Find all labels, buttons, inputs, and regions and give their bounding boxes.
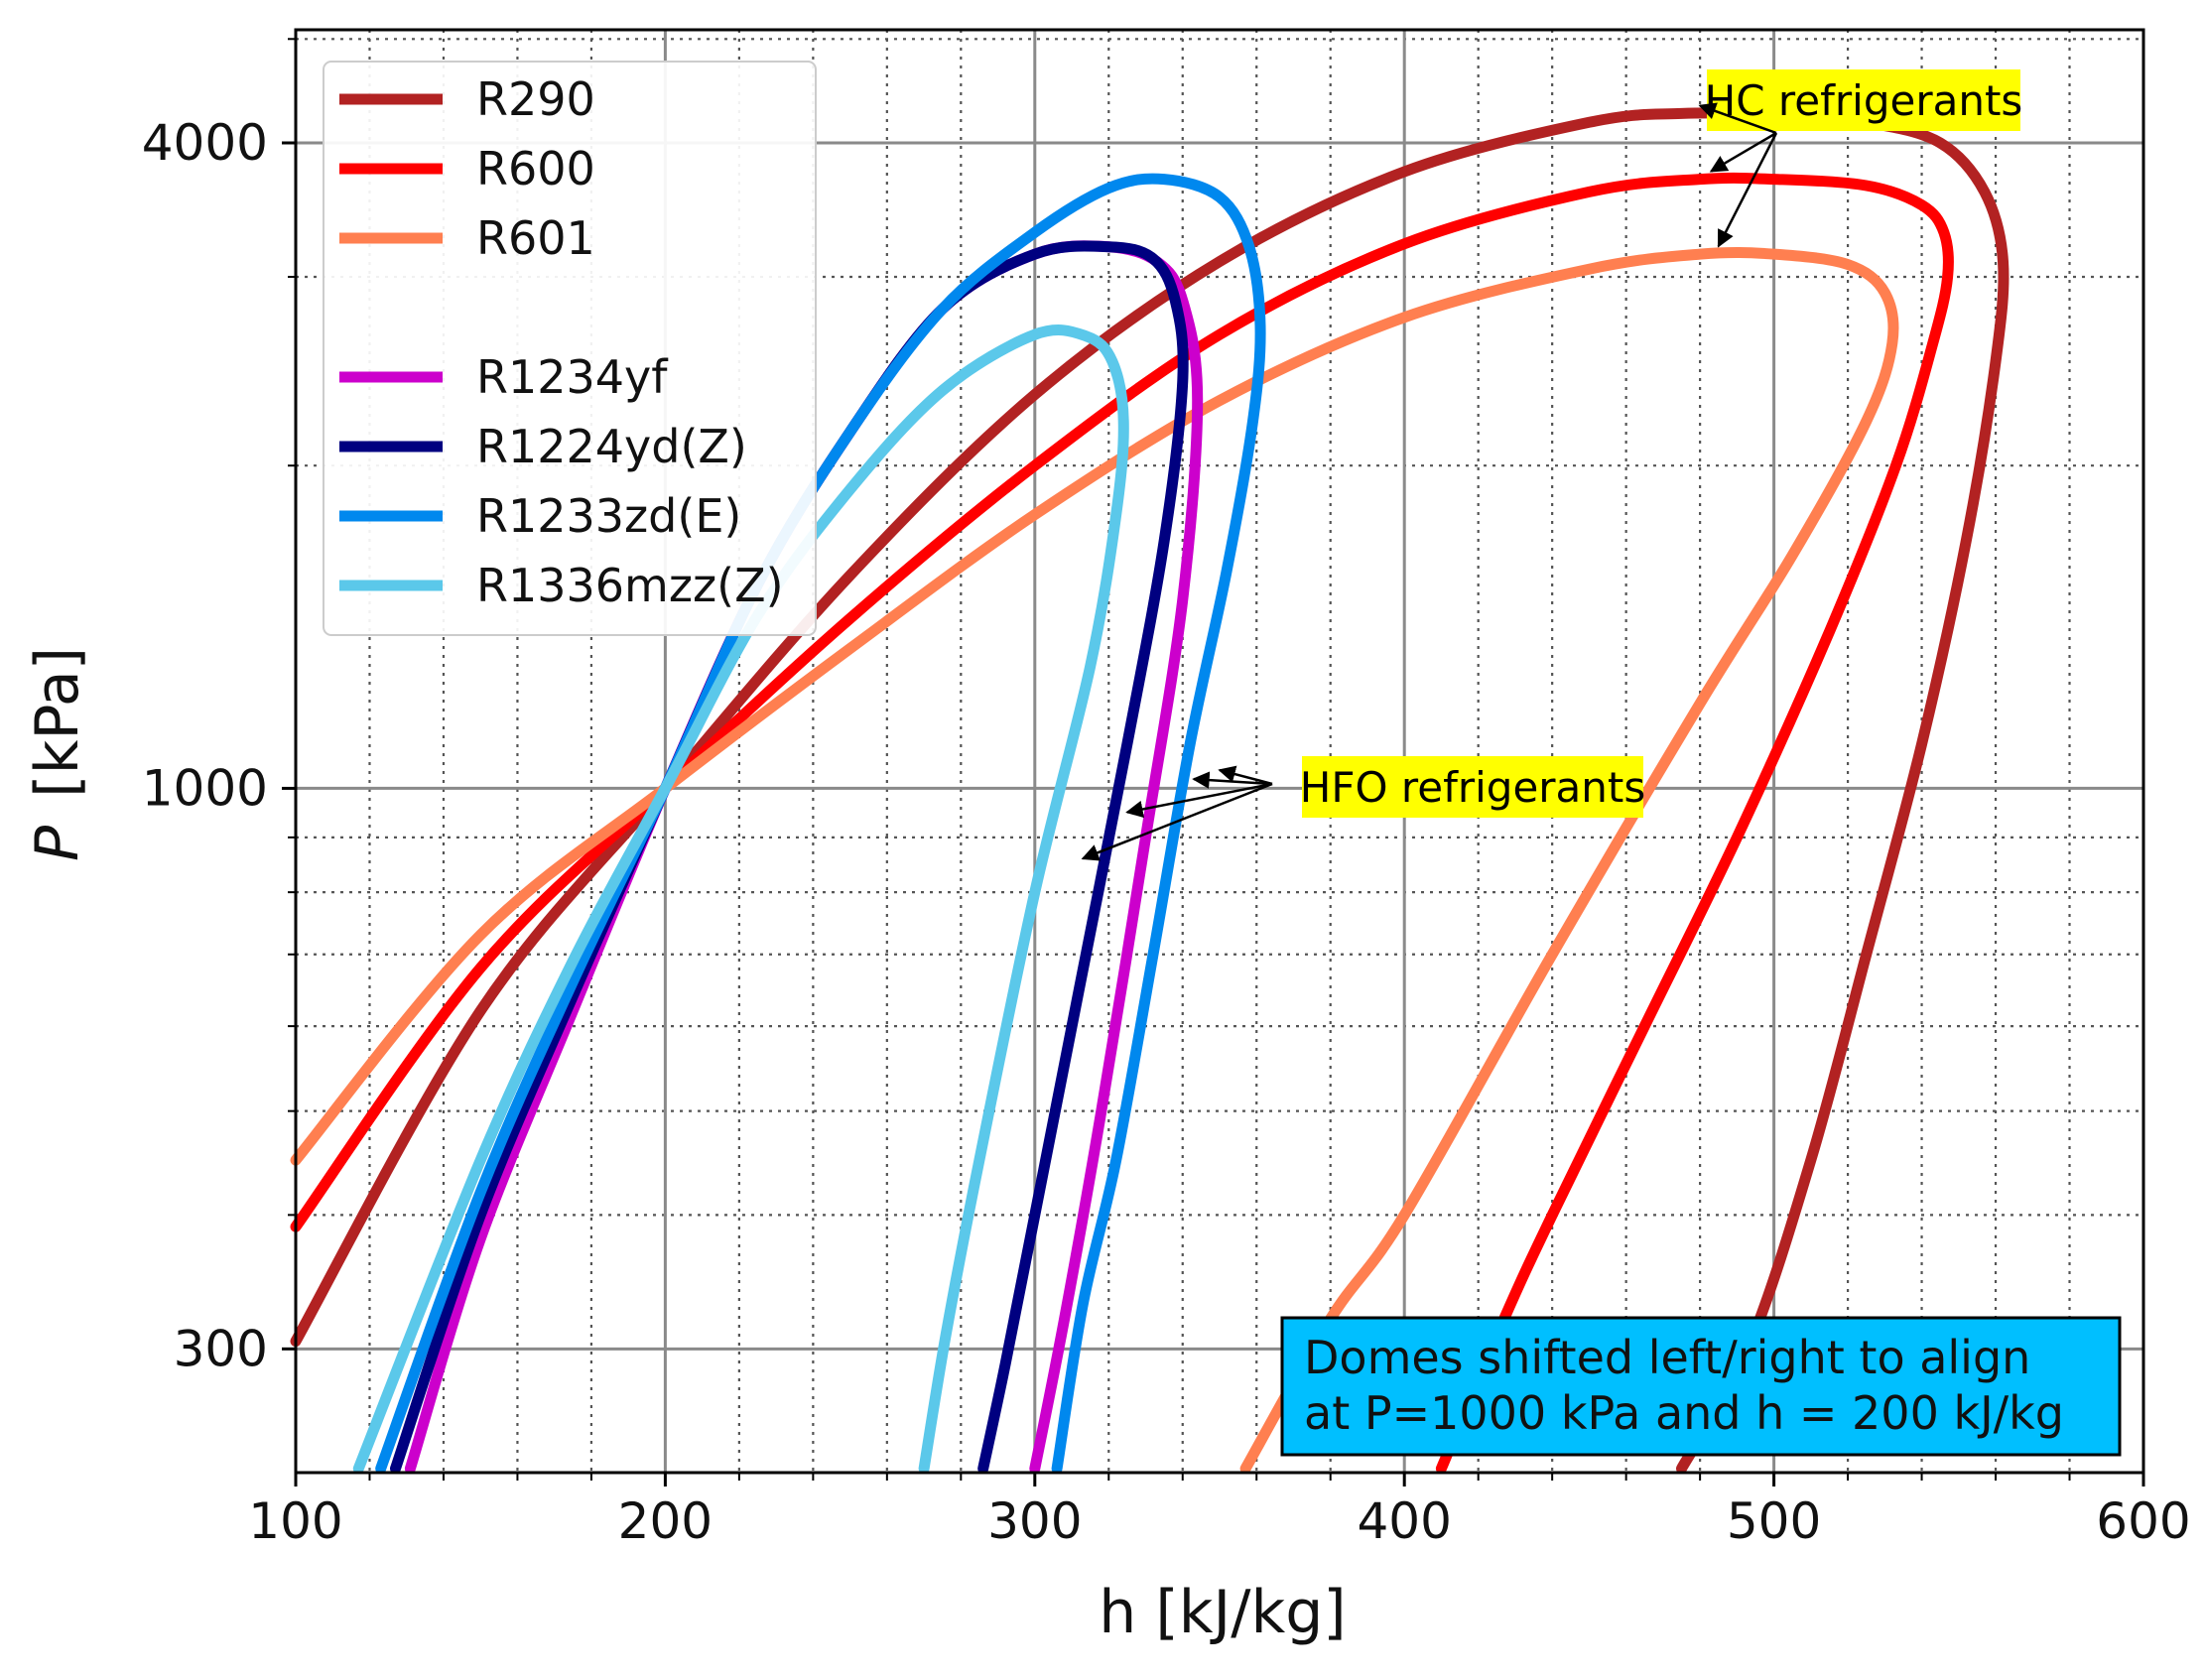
hfo-arrow — [1192, 771, 1273, 789]
y-tick-label: 4000 — [142, 114, 268, 172]
y-axis-title-symbol: P — [23, 825, 92, 861]
legend-label: R1233zd(E) — [476, 489, 741, 543]
legend-box — [323, 61, 817, 636]
hfo-arrow — [1125, 782, 1273, 819]
y-tick-label: 1000 — [142, 759, 268, 817]
legend-label: R1224yd(Z) — [476, 420, 747, 473]
note-box-line: Domes shifted left/right to align — [1304, 1331, 2030, 1384]
y-tick-label: 300 — [174, 1320, 268, 1377]
annotations: HC refrigerants HFO refrigerants Domes shi… — [1081, 69, 2122, 1457]
tick-marks — [282, 38, 2145, 1486]
hc-label-background — [1707, 69, 2020, 131]
hfo-label-background — [1302, 756, 1643, 818]
legend-label: R601 — [476, 211, 595, 265]
x-tick-label: 300 — [987, 1492, 1082, 1550]
hfo-arrow — [1218, 765, 1273, 786]
series-line-r1233zd-e — [375, 173, 1266, 1475]
note-box — [1280, 1316, 2122, 1457]
x-axis-title: h [kJ/kg] — [1099, 1578, 1346, 1647]
x-tick-label: 200 — [618, 1492, 713, 1550]
hc-arrow — [1717, 132, 1778, 248]
hc-label-text: HC refrigerants — [1705, 76, 2023, 125]
x-tick-label: 100 — [248, 1492, 342, 1550]
hfo-arrow — [1081, 782, 1273, 861]
note-box-line: at P=1000 kPa and h = 200 kJ/kg — [1304, 1386, 2064, 1440]
x-tick-label: 600 — [2096, 1492, 2190, 1550]
series-line-r1336mzz-z — [352, 324, 1129, 1475]
x-tick-labels: 100 200 300 400 500 600 — [248, 1492, 2190, 1550]
plot-frame — [294, 28, 2145, 1475]
x-tick-label: 500 — [1727, 1492, 1821, 1550]
y-axis-title-unit: [kPa] — [23, 647, 92, 798]
y-tick-labels: 300 1000 4000 — [142, 114, 268, 1377]
legend-label: R1234yf — [476, 350, 669, 404]
legend-label: R290 — [476, 72, 595, 126]
x-tick-label: 400 — [1357, 1492, 1451, 1550]
legend-label: R1336mzz(Z) — [476, 559, 784, 612]
legend-label: R600 — [476, 142, 595, 195]
hc-arrow — [1709, 131, 1777, 173]
hc-arrow — [1698, 102, 1777, 135]
plot-border — [294, 28, 2145, 1475]
hfo-label-text: HFO refrigerants — [1300, 763, 1646, 812]
series-line-r601 — [290, 246, 1899, 1475]
legend: R290 R600 R601 R1234yf R1224yd(Z) R1233zd(E) R… — [323, 61, 817, 636]
series-line-r600 — [290, 172, 1954, 1475]
y-axis-title: P [kPa] — [23, 647, 92, 861]
